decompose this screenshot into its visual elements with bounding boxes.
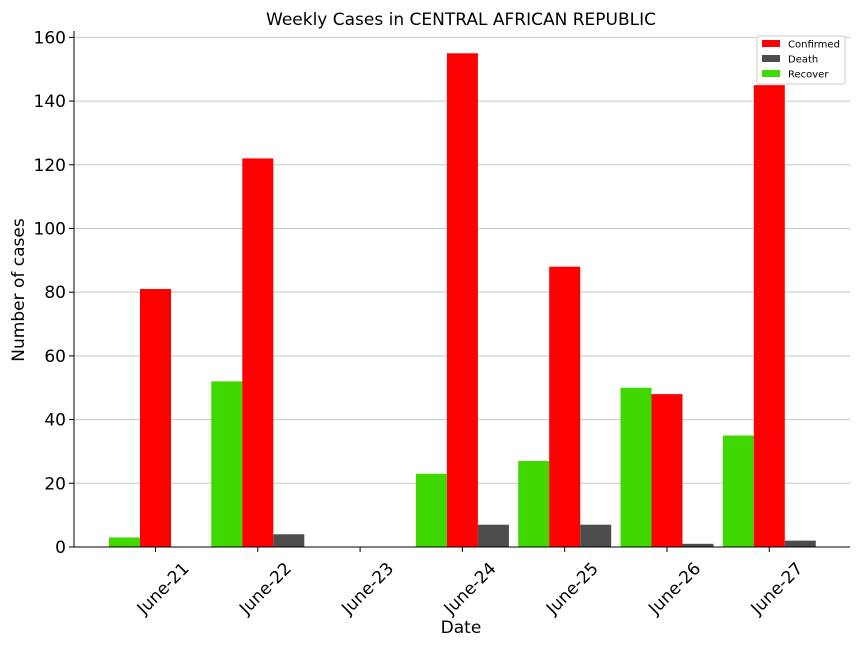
x-axis-ticks: June-21 June-22 June-23 June-24 June-25 June-… [133,547,807,620]
y-tick-label: 160 [34,28,66,48]
legend-label-death: Death [788,55,818,66]
y-tick-label: 140 [34,92,66,112]
x-tick-label: June-27 [747,559,808,620]
legend: Confirmed Death Recover [756,35,846,85]
legend-swatch-confirmed [762,40,780,47]
bar-death-june-25 [580,524,612,547]
bar-confirmed-june-24 [446,53,478,547]
bar-recover-june-24 [415,473,447,547]
legend-swatch-recover [762,70,780,77]
y-tick-label: 60 [44,347,66,367]
bar-recover-june-22 [211,381,243,547]
bar-death-june-22 [273,534,305,547]
y-tick-label: 40 [44,411,66,431]
bar-confirmed-june-27 [753,85,785,548]
bar-death-june-26 [682,543,714,547]
x-tick-label: June-26 [644,559,705,620]
y-axis-ticks: 0 20 40 60 80 100 120 140 160 [34,28,74,558]
x-tick-label: June-23 [337,559,398,620]
y-tick-label: 100 [34,219,66,239]
y-tick-label: 0 [55,538,66,558]
bar-confirmed-june-22 [242,158,274,547]
chart-title: Weekly Cases in CENTRAL AFRICAN REPUBLIC [266,10,656,30]
x-tick-label: June-24 [440,559,501,620]
y-tick-label: 20 [44,474,66,494]
x-tick-label: June-22 [235,559,296,620]
y-tick-label: 80 [44,283,66,303]
legend-swatch-death [762,55,780,62]
x-axis-label: Date [441,618,482,638]
y-axis-label: Number of cases [9,218,29,362]
x-tick-label: June-25 [542,559,603,620]
bar-confirmed-june-26 [651,394,683,547]
x-tick-label: June-21 [133,559,194,620]
legend-label-confirmed: Confirmed [788,40,840,51]
legend-label-recover: Recover [788,70,829,81]
bar-recover-june-26 [620,387,652,547]
bar-recover-june-25 [518,461,550,547]
bars [109,53,816,548]
bar-confirmed-june-21 [140,289,171,547]
y-tick-label: 120 [34,156,66,176]
bar-death-june-27 [784,540,816,547]
bar-recover-june-27 [722,435,754,547]
bar-death-june-24 [477,524,509,547]
bar-confirmed-june-25 [549,266,581,547]
bar-recover-june-21 [109,537,140,547]
